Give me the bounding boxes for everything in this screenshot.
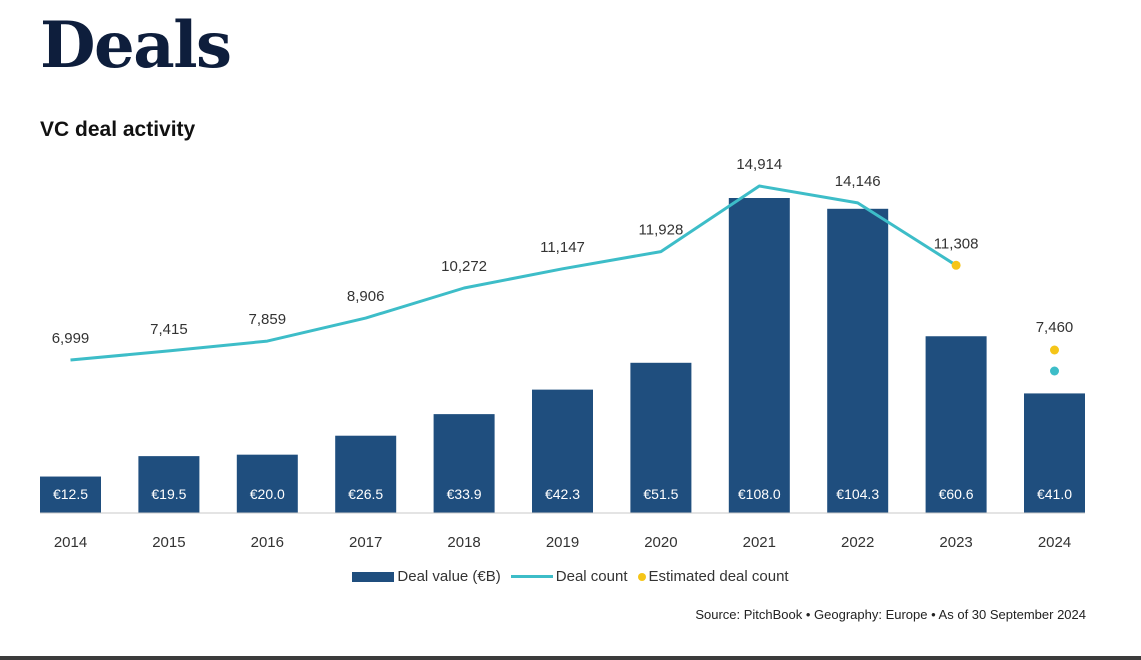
bar-deal-value-2015 xyxy=(138,456,200,513)
x-tick-label-2019: 2019 xyxy=(546,534,579,551)
estimated-deal-count-point-2023 xyxy=(951,260,961,270)
bar-value-label-2020: €51.5 xyxy=(643,486,678,502)
bar-value-label-2024: €41.0 xyxy=(1037,486,1072,502)
bar-deal-value-2016 xyxy=(236,454,298,513)
bar-deal-value-2018 xyxy=(433,414,495,513)
x-tick-label-2017: 2017 xyxy=(349,534,382,551)
bar-deal-value-2014 xyxy=(40,476,101,513)
deal-count-label-2014: 6,999 xyxy=(52,330,90,347)
legend-swatch-deal-value xyxy=(352,571,395,582)
legend-item-deal-value: Deal value (€B) xyxy=(352,568,501,585)
deal-count-label-2024: 7,460 xyxy=(1036,319,1074,336)
bar-value-label-2022: €104.3 xyxy=(836,486,879,502)
legend-label-deal-count: Deal count xyxy=(555,568,628,585)
x-tick-label-2021: 2021 xyxy=(743,534,776,551)
bar-value-label-2017: €26.5 xyxy=(348,486,383,502)
bar-value-label-2021: €108.0 xyxy=(738,486,781,502)
bar-deal-value-2017 xyxy=(335,435,397,513)
bar-deal-value-2023 xyxy=(925,336,987,513)
bar-value-label-2014: €12.5 xyxy=(53,486,88,502)
x-tick-label-2020: 2020 xyxy=(644,534,677,551)
deal-count-label-2015: 7,415 xyxy=(150,321,188,338)
bar-value-label-2015: €19.5 xyxy=(151,486,186,502)
bar-value-label-2019: €42.3 xyxy=(545,486,580,502)
legend-label-deal-value: Deal value (€B) xyxy=(397,568,501,585)
legend-swatch-estimated-deal-count xyxy=(637,572,646,581)
deal-count-point-2024 xyxy=(1050,366,1059,376)
deal-count-label-2023: 11,308 xyxy=(934,235,979,252)
bar-deal-value-2019 xyxy=(532,389,593,513)
bar-value-label-2023: €60.6 xyxy=(939,486,974,502)
bar-value-label-2016: €20.0 xyxy=(250,486,285,502)
legend-swatch-deal-count xyxy=(510,575,553,578)
deal-count-label-2020: 11,928 xyxy=(639,222,684,239)
deal-count-line xyxy=(70,184,957,362)
deal-count-label-2018: 10,272 xyxy=(441,258,487,275)
x-tick-label-2014: 2014 xyxy=(54,534,87,551)
page-title: Deals xyxy=(40,8,232,83)
deal-count-label-2017: 8,906 xyxy=(347,288,385,305)
bar-deal-value-2021 xyxy=(728,198,790,513)
bar-value-label-2018: €33.9 xyxy=(447,486,482,502)
deal-count-label-2021: 14,914 xyxy=(736,156,782,173)
x-tick-label-2016: 2016 xyxy=(251,534,284,551)
x-tick-label-2024: 2024 xyxy=(1038,534,1071,551)
chart-legend: Deal value (€B) Deal count Estimated dea… xyxy=(0,568,1141,585)
legend-item-deal-count: Deal count xyxy=(510,568,628,585)
x-tick-label-2018: 2018 xyxy=(447,534,480,551)
deal-count-label-2022: 14,146 xyxy=(835,173,881,190)
legend-label-estimated-deal-count: Estimated deal count xyxy=(648,568,789,585)
bar-deal-value-2022 xyxy=(827,208,889,513)
bar-deal-value-2020 xyxy=(630,362,692,513)
source-note: Source: PitchBook • Geography: Europe • … xyxy=(695,607,1086,622)
bottom-strip xyxy=(0,656,1141,660)
x-tick-label-2022: 2022 xyxy=(841,534,874,551)
chart-title: VC deal activity xyxy=(40,118,196,141)
legend-item-estimated-deal-count: Estimated deal count xyxy=(637,568,789,585)
estimated-deal-count-point-2024 xyxy=(1050,345,1059,355)
bar-deal-value-2024 xyxy=(1024,393,1085,513)
x-tick-label-2015: 2015 xyxy=(152,534,185,551)
x-tick-label-2023: 2023 xyxy=(939,534,972,551)
deal-count-label-2016: 7,859 xyxy=(249,311,287,328)
deal-count-label-2019: 11,147 xyxy=(540,239,585,256)
vc-deal-activity-chart: €12.5 2014 €19.5 2015 €20.0 2016 €26.5 2017 €33.… xyxy=(40,156,1085,551)
